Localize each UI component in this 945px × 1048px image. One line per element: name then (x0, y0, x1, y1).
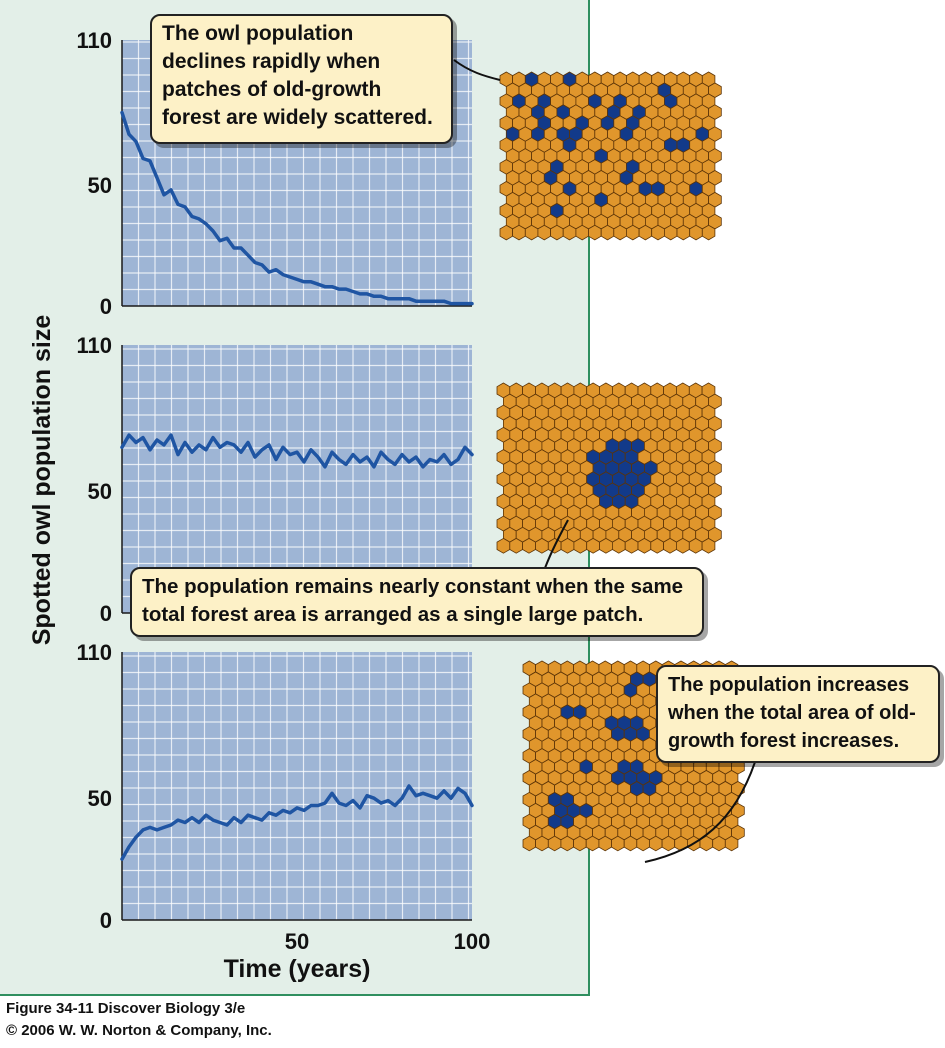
forest-cell (661, 835, 676, 852)
charts-layer: 0 50 110 0 50 110 0 50 110 50 100 (77, 28, 491, 954)
copyright-line: © 2006 W. W. Norton & Company, Inc. (6, 1022, 272, 1039)
forest-cell (637, 537, 652, 554)
forest-cell (663, 537, 677, 554)
y-tick-label: 0 (100, 294, 112, 319)
forest-cell (537, 224, 551, 241)
forest-cell (611, 835, 625, 852)
forest-grid-single-large (496, 382, 722, 554)
forest-cell (573, 835, 587, 852)
population-line (120, 784, 474, 861)
forest-cell (638, 224, 653, 241)
forest-cell (598, 835, 612, 852)
forest-cell (547, 835, 562, 852)
forest-cell (613, 224, 627, 241)
y-tick-label: 110 (77, 28, 113, 53)
callout-constant: The population remains nearly constant w… (130, 567, 704, 637)
forest-cell (600, 224, 615, 241)
figure-caption: Figure 34-11 Discover Biology 3/e (6, 1000, 246, 1017)
forest-cell (588, 224, 602, 241)
population-line (120, 433, 474, 469)
forest-cell (522, 835, 536, 852)
y-tick-label: 50 (88, 479, 112, 504)
population-line (120, 110, 474, 306)
x-axis-label: Time (years) (224, 955, 371, 983)
forest-cell (689, 224, 703, 241)
forest-cell (701, 537, 716, 554)
forest-cell (701, 224, 716, 241)
forest-cell (575, 224, 589, 241)
forest-cell (535, 537, 549, 554)
forest-cell (524, 224, 539, 241)
forest-grid-scattered (499, 71, 722, 241)
forest-cell (586, 537, 600, 554)
forest-cell (636, 835, 650, 852)
forest-cell (522, 537, 536, 554)
forest-cell (649, 835, 663, 852)
grid-lines (122, 652, 472, 920)
x-tick-label: 100 (454, 929, 491, 954)
forest-cell (560, 835, 574, 852)
forest-cell (676, 224, 691, 241)
forest-cell (509, 537, 523, 554)
forest-cell (512, 224, 526, 241)
y-axis-label: Spotted owl population size (28, 315, 56, 646)
callout-pointers (453, 59, 756, 863)
forest-cell (612, 537, 626, 554)
y-tick-label: 50 (88, 786, 112, 811)
forest-cell (624, 537, 639, 554)
forest-cell (585, 835, 600, 852)
forest-cell (535, 835, 549, 852)
forest-cell (712, 835, 726, 852)
forest-cell (599, 537, 613, 554)
forest-cell (651, 224, 665, 241)
forest-cell (626, 224, 640, 241)
plot-area (122, 652, 472, 920)
forest-cell (676, 537, 690, 554)
y-tick-label: 110 (77, 333, 113, 358)
forest-cell (623, 835, 638, 852)
forest-cell (499, 224, 513, 241)
forest-cell (550, 224, 564, 241)
y-tick-label: 110 (77, 640, 113, 665)
chart-panel-3: 0 50 110 50 100 (77, 640, 491, 954)
forest-cell (496, 537, 511, 554)
y-tick-label: 0 (100, 601, 112, 626)
forest-cell (724, 835, 739, 852)
forest-cell (562, 224, 577, 241)
forest-cell (688, 537, 703, 554)
y-tick-label: 50 (88, 173, 112, 198)
forest-cell (560, 537, 575, 554)
y-tick-label: 0 (100, 908, 112, 933)
x-tick-label: 50 (285, 929, 309, 954)
forest-cell (573, 537, 588, 554)
forest-cell (664, 224, 678, 241)
callout-declines: The owl population declines rapidly when… (150, 14, 453, 144)
callout-increases: The population increases when the total … (656, 665, 940, 763)
forest-cell (650, 537, 664, 554)
